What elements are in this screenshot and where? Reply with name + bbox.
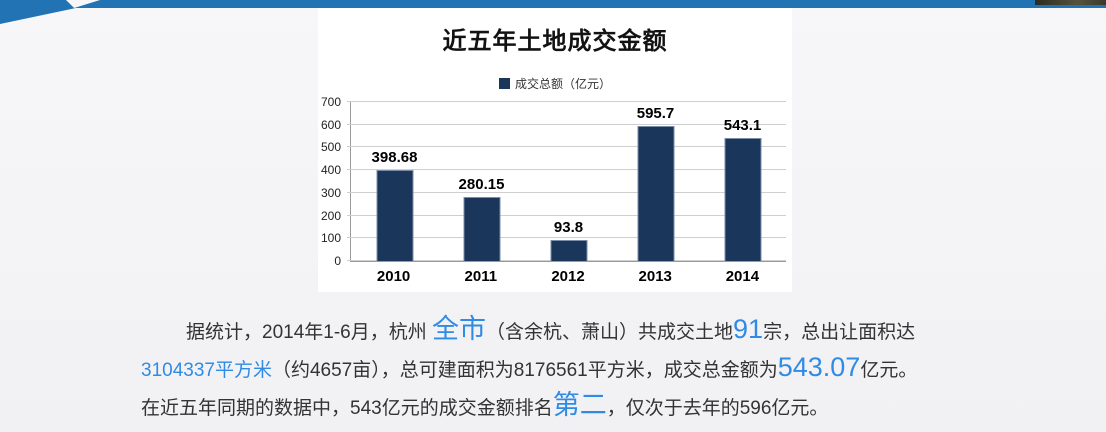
chart-legend: 成交总额（亿元）	[318, 75, 792, 92]
bar-value-label: 543.1	[723, 116, 762, 134]
summary-paragraph: 据统计，2014年1-6月，杭州 全市（含余杭、萧山）共成交土地91宗，总出让面…	[141, 310, 986, 424]
gridline	[347, 214, 786, 216]
y-tick-label: 100	[320, 231, 341, 246]
bar-value-label: 398.68	[371, 149, 418, 167]
bar-group: 595.7	[612, 102, 699, 261]
x-tick-label: 2012	[551, 268, 585, 285]
text-segment: 亿元。	[860, 360, 918, 381]
y-axis-labels: 0 100 200 300 400 500 600 700	[311, 96, 347, 267]
text-segment: （约4657亩），总可建面积为8176561平方米，成交总金额为	[271, 360, 778, 381]
y-tick-label: 200	[320, 208, 341, 223]
gridline	[347, 146, 786, 148]
photo-fragment	[1035, 0, 1106, 5]
gridline	[347, 191, 786, 193]
highlight-segment: 543.07	[777, 352, 861, 382]
bar	[637, 125, 674, 261]
bar-value-label: 93.8	[553, 218, 584, 236]
top-accent-bar	[0, 0, 1106, 8]
text-segment: ，仅次于去年的596亿元。	[606, 398, 829, 419]
text-segment: 在近五年同期的数据中，543亿元的成交金额排名	[141, 398, 553, 419]
gridline	[347, 169, 786, 171]
text-segment: （含余杭、萧山）共成交土地	[486, 322, 734, 343]
bar	[724, 137, 761, 261]
x-axis-labels: 2010 2011 2012 2013 2014	[350, 268, 786, 285]
x-tick-label: 2010	[376, 268, 411, 285]
paragraph-line: 3104337平方米（约4657亩），总可建面积为8176561平方米，成交总金…	[141, 348, 986, 386]
chart-title: 近五年土地成交金额	[442, 28, 668, 55]
x-tick-label: 2013	[638, 268, 672, 285]
paragraph-line: 在近五年同期的数据中，543亿元的成交金额排名第二，仅次于去年的596亿元。	[141, 386, 986, 424]
x-tick-label: 2014	[725, 268, 760, 285]
highlight-segment: 第二	[552, 390, 607, 420]
bar-group: 398.68	[351, 102, 438, 261]
gridline	[347, 123, 786, 125]
highlight-segment: 3104337平方米	[141, 360, 272, 381]
bar-value-label: 595.7	[636, 104, 675, 122]
plot-area: 0 100 200 300 400 500 600 700 398.68 280.15 93.8 5…	[321, 96, 786, 267]
gridline	[347, 237, 786, 239]
ribbon-triangle-decoration	[0, 8, 76, 24]
chart-panel: 近五年土地成交金额 成交总额（亿元） 0 100 200 300 400 500 600 70…	[318, 8, 792, 292]
highlight-segment: 全市	[432, 314, 487, 344]
y-tick-label: 400	[320, 163, 341, 178]
highlight-segment: 91	[733, 314, 764, 344]
y-tick-label: 600	[320, 117, 341, 132]
gridline	[347, 101, 786, 102]
y-tick-label: 700	[320, 95, 341, 109]
y-tick-label: 500	[320, 140, 341, 155]
text-segment: 宗，总出让面积达	[763, 322, 916, 343]
x-tick-label: 2011	[464, 268, 498, 285]
bar-group: 93.8	[525, 102, 612, 261]
y-tick-label: 0	[334, 254, 341, 268]
bar-group: 280.15	[438, 102, 525, 261]
paragraph-line: 据统计，2014年1-6月，杭州 全市（含余杭、萧山）共成交土地91宗，总出让面…	[141, 310, 986, 348]
legend-swatch-icon	[498, 78, 510, 89]
bar	[463, 197, 500, 261]
y-tick-label: 300	[320, 185, 341, 200]
bar-group: 543.1	[699, 102, 786, 261]
text-segment: 据统计，2014年1-6月，杭州	[186, 322, 433, 343]
bar	[550, 239, 587, 261]
bar	[376, 170, 413, 261]
ribbon-notch-decoration	[66, 0, 100, 8]
legend-label: 成交总额（亿元）	[514, 77, 611, 91]
bar-value-label: 280.15	[458, 176, 505, 194]
